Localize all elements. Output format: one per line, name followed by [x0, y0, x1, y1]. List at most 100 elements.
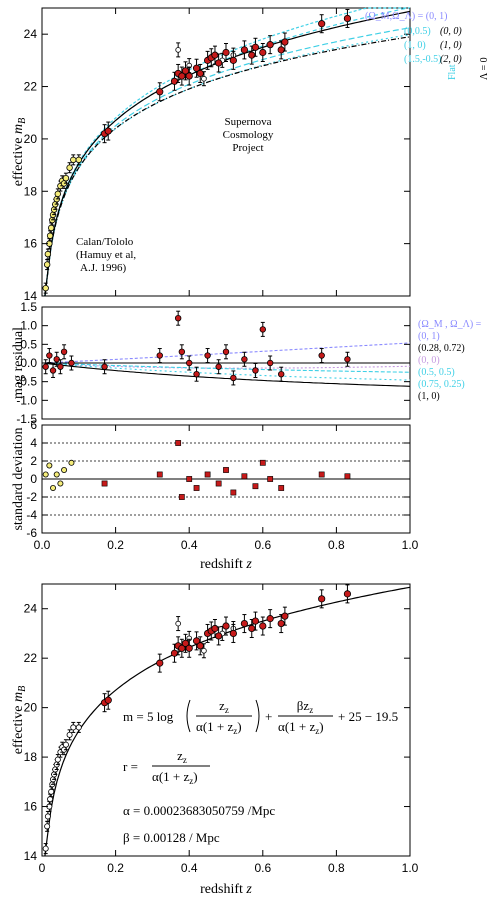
eq-r-den: α(1 + zz) — [152, 769, 198, 786]
fit-scp-point — [104, 696, 112, 704]
x-tick-label: 1.0 — [402, 538, 419, 552]
model-legend-label: (1, 0) — [404, 40, 426, 51]
scp-point — [248, 51, 256, 59]
fit-scp-point — [215, 632, 223, 640]
fit-open-point — [175, 620, 181, 627]
scp-point — [215, 59, 223, 67]
calan-point — [48, 224, 55, 232]
stddev-point — [178, 494, 185, 500]
calan-point — [66, 164, 73, 171]
hubble-x-ticks — [41, 8, 411, 296]
x-tick-label: 1.0 — [402, 861, 419, 875]
fit-scp-point — [277, 619, 285, 628]
x-tick-label: 0.0 — [34, 538, 51, 552]
fit-equation: m = 5 log zz α(1 + zz) + βzz α(1 + zz) +… — [123, 698, 398, 845]
residual-legend-entry: (Ω_M , Ω_Λ) = — [418, 319, 482, 330]
y-tick-label: 1.0 — [20, 319, 37, 333]
residual-data-points — [42, 310, 351, 386]
y-tick-label: 1.5 — [20, 300, 37, 314]
stddev-point — [241, 473, 248, 480]
residual-legend: (Ω_M , Ω_Λ) =(0, 1)(0.28, 0.72)(0, 0)(0.… — [418, 319, 482, 402]
fit-scp-point — [211, 624, 219, 633]
model-legend-alt: (1, 0) — [440, 40, 462, 51]
y-tick-label: -2 — [26, 490, 37, 504]
x-tick-label: 0.6 — [254, 538, 271, 552]
fit-calan-point — [54, 756, 61, 763]
y-tick-label: 0.0 — [20, 356, 37, 370]
stddev-point — [230, 489, 237, 496]
fit-calan-point — [75, 724, 82, 731]
y-tick-label: -4 — [26, 508, 37, 522]
stddev-point — [53, 471, 60, 478]
residual-point — [241, 356, 248, 363]
fit-scp-point — [240, 619, 248, 628]
residual-point — [60, 348, 68, 355]
residual-legend-entry: (0, 1) — [418, 331, 440, 342]
scp-point — [251, 43, 260, 51]
scp-point — [170, 77, 179, 85]
fit-scp-point — [196, 642, 204, 650]
open-point — [201, 75, 207, 82]
calan-point — [54, 190, 62, 198]
eq-alpha-value: α = 0.00023683050759 /Mpc — [123, 803, 275, 818]
stddev-point — [61, 466, 68, 473]
residual-point — [266, 359, 274, 367]
y-tick-label: 0.5 — [20, 337, 37, 351]
calan-point — [44, 250, 52, 258]
fit-calan-point — [44, 813, 51, 820]
y-tick-label: -0.5 — [16, 375, 37, 389]
residual-y-ticks: -1.5 -1.0 -0.5 0.0 0.5 1.0 1.5 — [16, 300, 410, 426]
eq-r-num: zz — [177, 748, 187, 765]
stddev-point — [267, 476, 274, 482]
y-tick-label: -1.5 — [16, 412, 37, 426]
residual-y-axis-label: mag residual — [11, 327, 26, 399]
fit-x-axis-label: redshift z — [200, 882, 252, 897]
residual-legend-entry: (0, 0) — [418, 355, 440, 366]
fit-scp-point — [170, 649, 179, 657]
scp-point — [343, 14, 352, 23]
residual-panel: -1.5 -1.0 -0.5 0.0 0.5 1.0 1.5 mag residual (Ω… — [11, 300, 482, 426]
y-tick-label: 20 — [24, 132, 38, 146]
eq-frac1-den: α(1 + zz) — [196, 719, 242, 736]
fit-calan-point — [62, 741, 69, 748]
fit-calan-point — [66, 731, 73, 738]
model-legend-alt: (2, 0) — [440, 54, 462, 65]
fit-scp-point — [251, 617, 260, 625]
residual-point — [46, 352, 53, 359]
hubble-y-axis-label: effective mB — [11, 118, 28, 186]
stddev-x-axis-label: redshift z — [200, 557, 252, 572]
y-tick-label: 20 — [24, 701, 38, 715]
fit-calan-point — [42, 845, 49, 852]
y-tick-label: -1.0 — [16, 393, 37, 407]
open-point — [175, 47, 181, 53]
eq-r-lhs: r = — [123, 759, 138, 774]
calan-annotation-line2: (Hamuy et al, — [76, 249, 136, 261]
y-tick-label: 14 — [24, 849, 38, 863]
stddev-data-points — [42, 440, 351, 500]
eq-beta-value: β = 0.00128 / Mpc — [123, 830, 220, 845]
fit-scp-point — [259, 622, 267, 630]
stddev-point — [259, 459, 266, 466]
x-tick-label: 0.8 — [328, 861, 345, 875]
fit-scp-point — [185, 644, 193, 652]
calan-annotation-line1: Calan/Tololo — [76, 236, 134, 248]
stddev-y-axis-label: standard deviation — [11, 427, 26, 530]
scp-point — [318, 20, 326, 28]
calan-annotation-line3: A.J. 1996) — [80, 262, 126, 274]
residual-point — [49, 367, 57, 374]
fit-scp-point — [281, 612, 289, 620]
model-legend-label: (1.5,-0.5) — [404, 54, 442, 65]
fit-x-ticks: 0 0.2 0.4 0.6 0.8 1.0 — [39, 584, 419, 875]
x-tick-label: 0.6 — [254, 861, 271, 875]
stddev-point — [252, 483, 259, 490]
scp-point — [281, 38, 289, 46]
residual-point — [215, 363, 222, 370]
fit-y-axis-label: effective mB — [11, 686, 28, 754]
fit-open-point — [201, 647, 207, 654]
calan-point — [62, 174, 70, 182]
fit-calan-point — [48, 788, 55, 795]
stddev-point — [101, 480, 108, 487]
calan-point — [75, 156, 82, 164]
residual-point — [174, 315, 182, 322]
calan-point — [46, 232, 54, 239]
